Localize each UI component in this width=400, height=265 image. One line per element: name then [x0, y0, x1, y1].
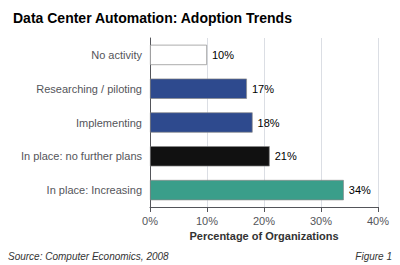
svg-text:17%: 17%	[252, 83, 274, 95]
svg-text:Implementing: Implementing	[76, 117, 142, 129]
svg-text:34%: 34%	[349, 184, 371, 196]
svg-text:20%: 20%	[253, 215, 275, 227]
svg-text:10%: 10%	[196, 215, 218, 227]
svg-text:0%: 0%	[142, 215, 158, 227]
svg-text:In place: Increasing: In place: Increasing	[47, 184, 142, 196]
svg-text:Source: Computer Economics, 20: Source: Computer Economics, 2008	[8, 251, 169, 262]
svg-text:10%: 10%	[212, 49, 234, 61]
svg-text:Percentage of Organizations: Percentage of Organizations	[189, 230, 338, 242]
svg-text:21%: 21%	[275, 150, 297, 162]
svg-text:In place: no further plans: In place: no further plans	[21, 150, 143, 162]
svg-text:Researching / piloting: Researching / piloting	[36, 83, 142, 95]
svg-text:30%: 30%	[310, 215, 332, 227]
svg-text:40%: 40%	[367, 215, 389, 227]
svg-text:18%: 18%	[258, 117, 280, 129]
svg-text:No activity: No activity	[91, 49, 142, 61]
svg-text:Data Center Automation: Adopti: Data Center Automation: Adoption Trends	[13, 10, 292, 26]
svg-text:Figure 1: Figure 1	[355, 251, 392, 262]
